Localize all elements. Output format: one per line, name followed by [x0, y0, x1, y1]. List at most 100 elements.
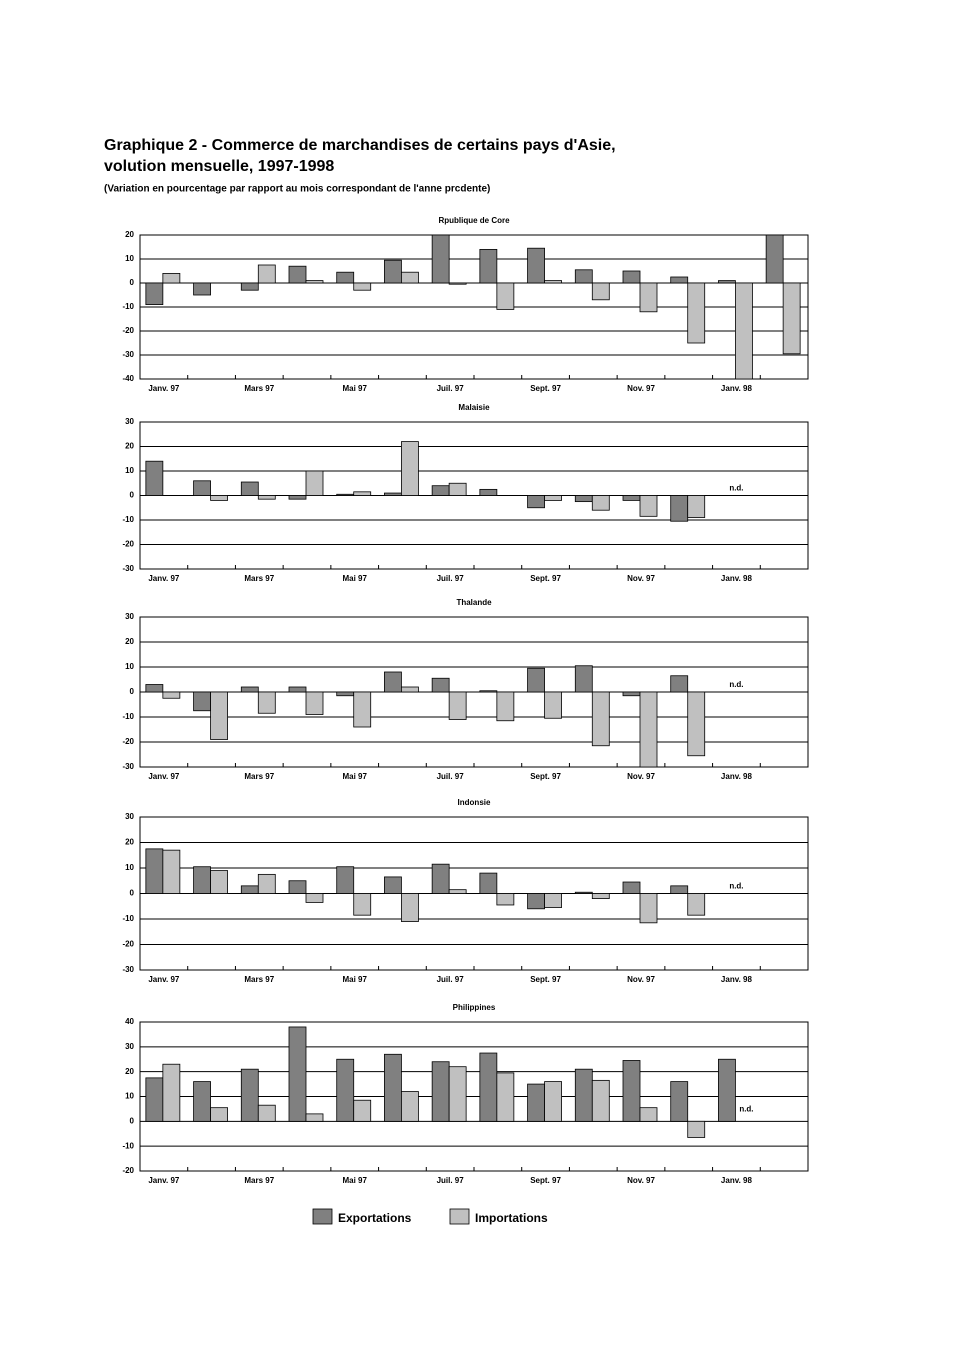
bar — [718, 280, 736, 284]
annotation: n.d. — [729, 680, 743, 689]
y-tick-label: -20 — [122, 1166, 134, 1175]
chart-title: Philippines — [453, 1003, 496, 1012]
x-tick-label: Nov. 97 — [627, 1176, 655, 1185]
y-tick-label: 20 — [125, 442, 134, 451]
bar — [193, 1081, 211, 1122]
y-tick-label: 0 — [130, 278, 135, 287]
note: (Variation en pourcentage par rapport au… — [104, 184, 490, 195]
bar — [431, 863, 450, 894]
bar — [210, 1107, 228, 1122]
title-line: volution mensuelle, 1997-1998 — [104, 158, 334, 175]
y-tick-label: 30 — [125, 417, 134, 426]
bar — [527, 893, 545, 910]
bar — [145, 684, 164, 693]
bar — [353, 282, 372, 291]
bar — [162, 691, 181, 699]
bar — [240, 282, 259, 291]
y-tick-label: -30 — [122, 965, 134, 974]
bar — [288, 880, 307, 894]
x-tick-label: Mars 97 — [244, 384, 274, 393]
bar — [384, 1053, 402, 1122]
y-tick-label: -20 — [122, 940, 134, 949]
bar — [401, 271, 419, 284]
bar — [622, 881, 641, 894]
y-tick-label: 10 — [125, 466, 134, 475]
bar — [257, 495, 276, 500]
x-tick-label: Nov. 97 — [627, 975, 655, 984]
y-tick-label: -10 — [122, 914, 134, 923]
y-tick-label: 30 — [125, 1042, 134, 1051]
bar — [639, 893, 658, 924]
x-tick-label: Mai 97 — [342, 384, 367, 393]
x-tick-label: Janv. 97 — [148, 574, 180, 583]
bar — [353, 1099, 372, 1122]
bar — [527, 495, 545, 509]
bar — [479, 690, 498, 693]
bar — [257, 1104, 276, 1122]
x-tick-label: Janv. 97 — [148, 975, 180, 984]
bar — [257, 264, 276, 284]
bar — [479, 1052, 498, 1122]
bar — [735, 282, 753, 380]
y-tick-label: -30 — [122, 762, 134, 771]
bar — [687, 893, 706, 916]
x-tick-label: Mai 97 — [342, 574, 367, 583]
bar — [687, 495, 706, 518]
bar — [193, 866, 211, 894]
x-tick-label: Mai 97 — [342, 772, 367, 781]
x-tick-label: Mars 97 — [244, 574, 274, 583]
bar — [622, 691, 641, 697]
annotation: n.d. — [729, 484, 743, 493]
bar — [527, 247, 545, 284]
bar — [193, 691, 211, 712]
x-tick-label: Janv. 98 — [721, 574, 753, 583]
y-tick-label: 0 — [130, 491, 135, 500]
bar — [544, 495, 562, 501]
bar — [336, 1058, 355, 1122]
bar — [574, 891, 593, 894]
bar — [574, 269, 593, 284]
bar — [639, 691, 658, 768]
bar — [305, 1113, 324, 1122]
y-tick-label: -20 — [122, 737, 134, 746]
bar — [384, 492, 402, 496]
bar — [479, 872, 498, 894]
x-tick-label: Juil. 97 — [437, 975, 465, 984]
bar — [162, 1063, 181, 1122]
x-tick-label: Mai 97 — [342, 1176, 367, 1185]
y-tick-label: 10 — [125, 254, 134, 263]
x-tick-label: Sept. 97 — [530, 975, 561, 984]
bar — [353, 691, 372, 728]
bar — [544, 691, 562, 719]
bar — [210, 691, 228, 740]
bar — [401, 1091, 419, 1122]
annotation: n.d. — [729, 882, 743, 891]
x-tick-label: Sept. 97 — [530, 384, 561, 393]
bar — [687, 282, 706, 344]
bar — [305, 893, 324, 903]
bar — [670, 675, 689, 693]
bar — [145, 848, 164, 894]
legend-label: Exportations — [338, 1211, 412, 1225]
bar — [448, 482, 467, 496]
y-tick-label: -40 — [122, 374, 134, 383]
bar — [240, 481, 259, 496]
x-tick-label: Sept. 97 — [530, 1176, 561, 1185]
x-tick-label: Mars 97 — [244, 975, 274, 984]
x-tick-label: Nov. 97 — [627, 574, 655, 583]
bar — [257, 873, 276, 894]
legend-label: Importations — [475, 1211, 548, 1225]
bar — [288, 495, 307, 500]
bar — [384, 876, 402, 894]
bar — [431, 234, 450, 284]
x-tick-label: Janv. 97 — [148, 384, 180, 393]
x-tick-label: Janv. 97 — [148, 1176, 180, 1185]
bar — [670, 276, 689, 284]
bar — [145, 460, 164, 496]
bar — [401, 686, 419, 693]
bar — [479, 248, 498, 284]
bar — [305, 280, 324, 284]
bar — [591, 1079, 610, 1122]
bar — [240, 885, 259, 894]
